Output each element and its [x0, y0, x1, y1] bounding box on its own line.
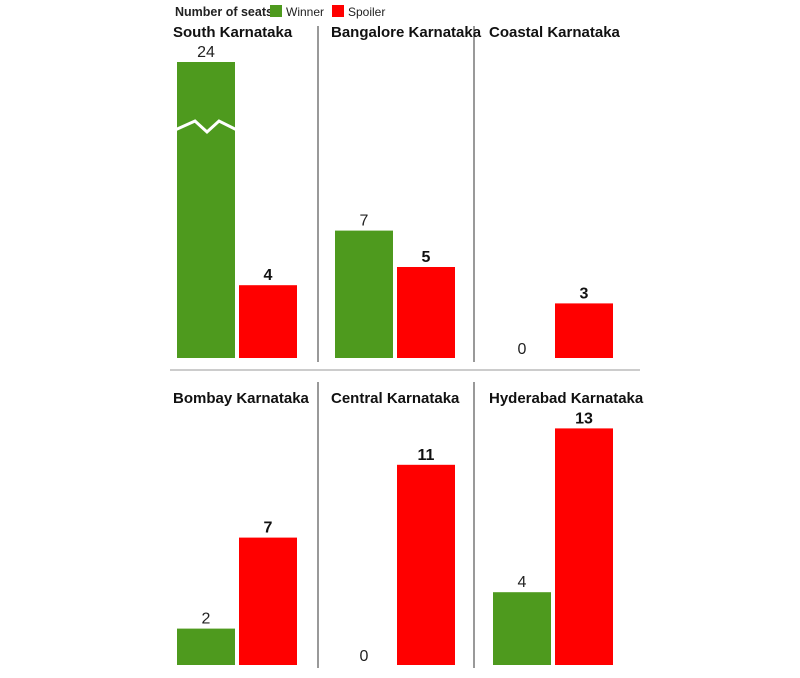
panel-title: Bangalore Karnataka: [331, 24, 482, 41]
bar-spoiler: [239, 537, 297, 665]
data-label-winner: 24: [197, 44, 215, 61]
data-label-spoiler: 3: [580, 285, 589, 302]
axis-break-mark: [174, 119, 238, 135]
legend: Number of seats Winner Spoiler: [175, 5, 385, 19]
panel-title: Bombay Karnataka: [173, 390, 310, 407]
bar-spoiler: [397, 267, 455, 358]
bar-spoiler: [555, 428, 613, 665]
data-label-winner: 4: [518, 574, 527, 591]
panel-central-karnataka: Central Karnataka 0 11: [331, 390, 460, 665]
legend-swatch-spoiler: [332, 5, 344, 17]
legend-swatch-winner: [270, 5, 282, 17]
panel-title: Hyderabad Karnataka: [489, 390, 644, 407]
panel-title: Central Karnataka: [331, 390, 460, 407]
bar-winner: [335, 230, 393, 358]
data-label-spoiler: 4: [264, 267, 273, 284]
bar-spoiler: [239, 285, 297, 358]
panel-bombay-karnataka: Bombay Karnataka 2 7: [173, 390, 310, 665]
data-label-winner: 2: [202, 611, 211, 628]
bar-spoiler: [555, 303, 613, 358]
bar-winner: [177, 628, 235, 665]
panel-title: Coastal Karnataka: [489, 24, 621, 41]
panel-coastal-karnataka: Coastal Karnataka 0 3: [489, 24, 621, 358]
data-label-spoiler: 5: [422, 249, 431, 266]
legend-label-winner: Winner: [286, 5, 324, 19]
bar-spoiler: [397, 464, 455, 665]
data-label-spoiler: 13: [575, 410, 593, 427]
data-label-winner: 7: [360, 213, 369, 230]
data-label-winner: 0: [360, 648, 369, 665]
panel-hyderabad-karnataka: Hyderabad Karnataka 4 13: [489, 390, 644, 665]
bar-winner: [177, 62, 235, 358]
data-label-spoiler: 11: [418, 447, 435, 464]
panel-title: South Karnataka: [173, 24, 293, 41]
data-label-spoiler: 7: [264, 520, 273, 537]
data-label-winner: 0: [518, 341, 527, 358]
legend-label-spoiler: Spoiler: [348, 5, 385, 19]
legend-title: Number of seats: [175, 5, 273, 19]
panel-south-karnataka: South Karnataka 24 4: [173, 24, 297, 358]
panel-bangalore-karnataka: Bangalore Karnataka 7 5: [331, 24, 482, 358]
bar-winner: [493, 592, 551, 665]
